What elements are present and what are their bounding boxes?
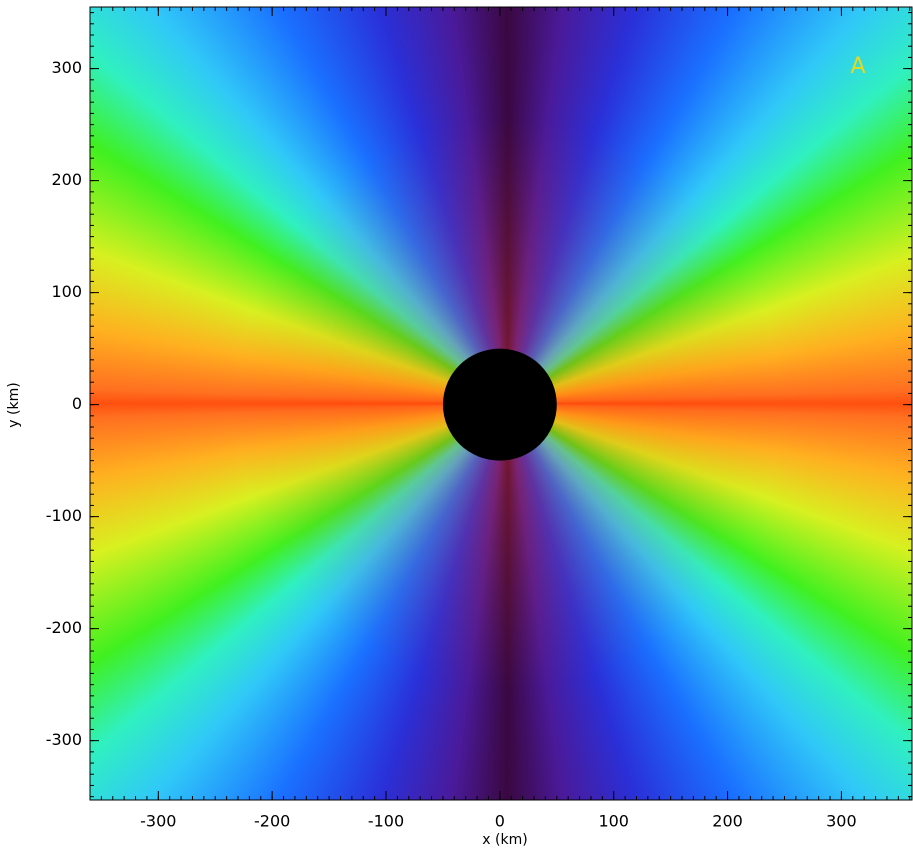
plot-frame — [89, 6, 913, 801]
x-tick-label: 0 — [495, 812, 505, 831]
mask-disk — [442, 348, 557, 461]
x-tick-label: -100 — [368, 812, 404, 831]
y-tick-label: -100 — [46, 506, 82, 525]
x-tick-label: -200 — [254, 812, 290, 831]
y-tick-label: -300 — [46, 730, 82, 749]
y-tick-label: -200 — [46, 618, 82, 637]
x-tick-label: 300 — [826, 812, 857, 831]
x-axis-label: x (km) — [482, 832, 527, 848]
x-tick-label: 100 — [598, 812, 629, 831]
x-tick-label: 200 — [712, 812, 743, 831]
x-tick-label: -300 — [140, 812, 176, 831]
y-tick-label: 100 — [51, 282, 82, 301]
y-axis-label: y (km) — [6, 382, 22, 427]
panel-label: A — [850, 54, 865, 79]
y-tick-label: 300 — [51, 58, 82, 77]
y-tick-label: 0 — [72, 394, 82, 413]
y-tick-label: 200 — [51, 170, 82, 189]
